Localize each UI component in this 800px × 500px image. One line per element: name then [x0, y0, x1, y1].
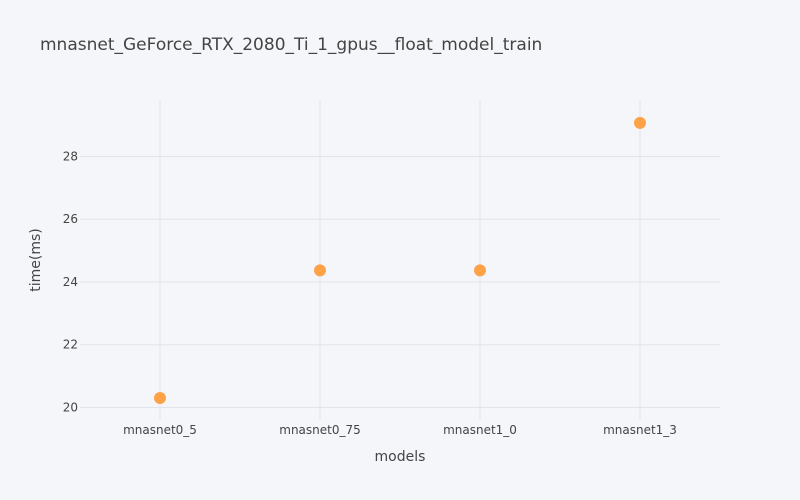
data-point[interactable] [154, 392, 166, 405]
y-tick-labels: 20 22 24 26 28 [63, 149, 78, 414]
x-tick-label: mnasnet0_75 [279, 423, 361, 437]
x-tick-label: mnasnet0_5 [123, 423, 197, 437]
x-axis-label: models [375, 449, 426, 465]
x-tick-labels: mnasnet0_5 mnasnet0_75 mnasnet1_0 mnasnet1_… [123, 423, 677, 437]
x-gridlines [159, 100, 641, 420]
scatter-points [154, 116, 646, 405]
data-point[interactable] [314, 264, 326, 277]
y-tick-label: 24 [63, 275, 78, 289]
chart-title: mnasnet_GeForce_RTX_2080_Ti_1_gpus__floa… [40, 35, 542, 55]
x-tick-label: mnasnet1_3 [603, 423, 677, 437]
y-tick-label: 20 [63, 400, 78, 414]
y-tick-label: 26 [63, 212, 78, 226]
data-point[interactable] [474, 264, 486, 277]
data-point[interactable] [634, 116, 646, 129]
y-tick-label: 22 [63, 338, 78, 352]
y-gridlines [80, 155, 720, 408]
y-tick-label: 28 [63, 149, 78, 163]
y-axis-label: time(ms) [28, 228, 44, 292]
x-tick-label: mnasnet1_0 [443, 423, 517, 437]
